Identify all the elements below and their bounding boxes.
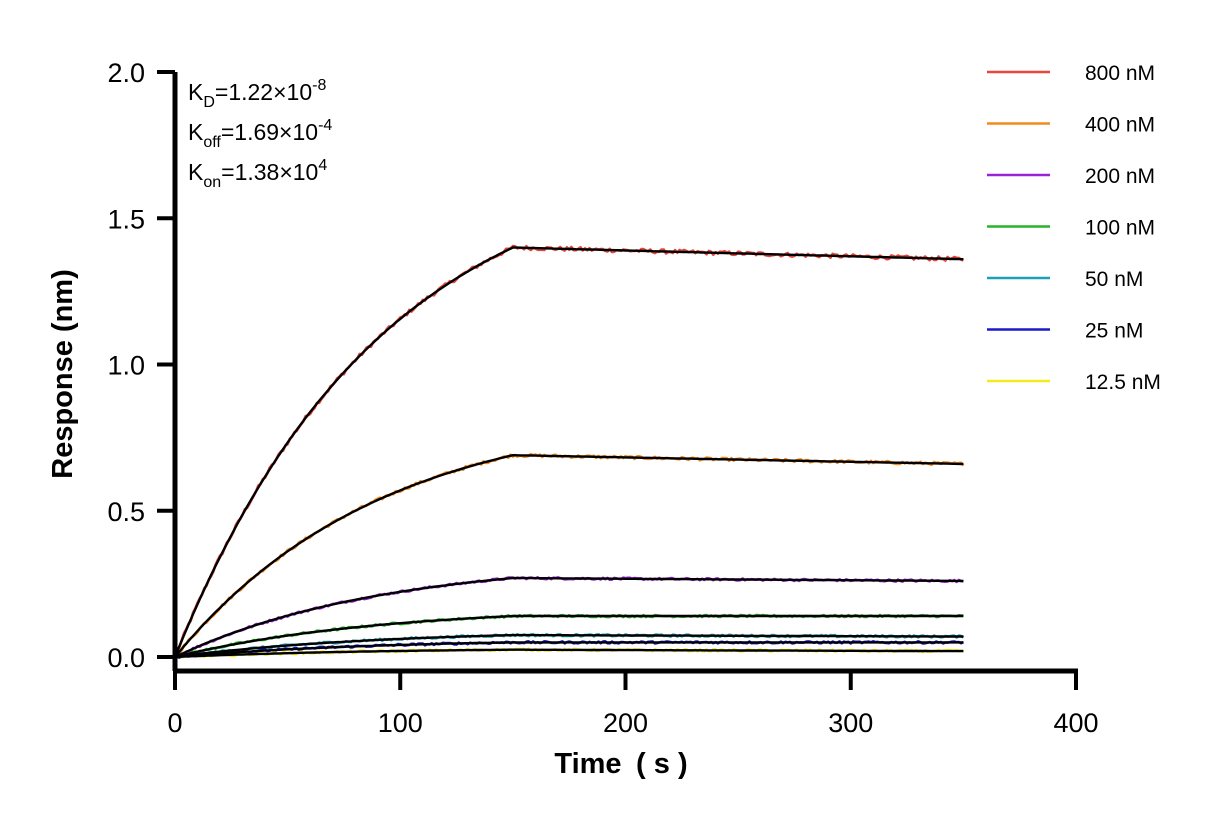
constant-symbol: K bbox=[188, 79, 204, 105]
constant-exponent: -8 bbox=[312, 77, 326, 94]
legend: 800 nM 400 nM 200 nM 100 nM 50 nM 25 nM 12.5 n… bbox=[987, 62, 1161, 394]
legend-label: 100 nM bbox=[1085, 217, 1155, 240]
fit-line bbox=[174, 453, 964, 658]
legend-label: 12.5 nM bbox=[1085, 371, 1161, 394]
series-line bbox=[173, 452, 965, 658]
fit-line bbox=[173, 246, 964, 658]
constant-value: =1.38×10 bbox=[221, 159, 318, 185]
kinetic-constant-label: Koff=1.69×10-4 bbox=[188, 117, 332, 151]
constant-exponent: -4 bbox=[318, 117, 332, 134]
y-tick-label: 0.0 bbox=[107, 643, 145, 673]
y-tick-label: 2.0 bbox=[107, 58, 145, 88]
y-tick-label: 0.5 bbox=[107, 497, 145, 527]
y-tick-label: 1.5 bbox=[107, 204, 145, 234]
constant-symbol: K bbox=[188, 119, 204, 145]
x-tick-label: 300 bbox=[828, 708, 873, 738]
constant-subscript: off bbox=[203, 134, 221, 151]
x-tick-label: 200 bbox=[603, 708, 648, 738]
y-axis-title: Response (nm) bbox=[47, 269, 79, 478]
fit-line bbox=[174, 641, 964, 659]
fit-line bbox=[174, 648, 964, 659]
series-line bbox=[173, 244, 964, 658]
legend-label: 800 nM bbox=[1085, 62, 1155, 85]
legend-label: 25 nM bbox=[1085, 320, 1143, 343]
ticks: 0 100 200 300 400 0.0 0.5 1.0 1.5 2.0 bbox=[107, 58, 1098, 738]
kinetic-constant-label: KD=1.22×10-8 bbox=[188, 77, 326, 111]
data-layer bbox=[173, 244, 965, 659]
x-tick-label: 0 bbox=[167, 708, 182, 738]
fit-line bbox=[174, 614, 964, 659]
x-tick-label: 400 bbox=[1053, 708, 1098, 738]
constant-symbol: K bbox=[188, 159, 204, 185]
legend-label: 400 nM bbox=[1085, 114, 1155, 137]
kinetic-constant-label: Kon=1.38×104 bbox=[188, 157, 327, 191]
legend-label: 50 nM bbox=[1085, 268, 1143, 291]
fit-line bbox=[174, 576, 964, 659]
constant-value: =1.69×10 bbox=[221, 119, 318, 145]
constant-subscript: on bbox=[203, 174, 221, 191]
constant-subscript: D bbox=[203, 94, 215, 111]
y-tick-label: 1.0 bbox=[107, 351, 145, 381]
constant-value: =1.22×10 bbox=[215, 79, 312, 105]
fit-line bbox=[174, 633, 964, 659]
x-axis-title: Time ( s ) bbox=[554, 748, 687, 780]
x-tick-label: 100 bbox=[378, 708, 423, 738]
legend-label: 200 nM bbox=[1085, 165, 1155, 188]
constant-exponent: 4 bbox=[318, 157, 327, 174]
